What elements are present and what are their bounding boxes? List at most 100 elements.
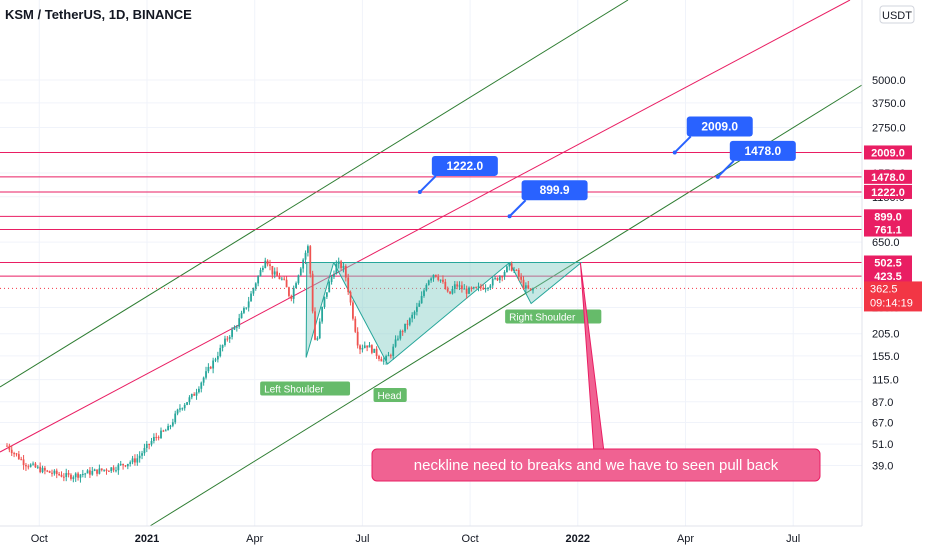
candle-body: [498, 276, 501, 281]
note-pointer: [579, 262, 605, 453]
price-tick-label: 2750.0: [872, 123, 906, 135]
candle-body: [25, 465, 27, 467]
candle-body: [174, 413, 177, 423]
candle-body: [501, 276, 504, 278]
candle-body: [44, 467, 46, 471]
time-tick-label: Oct: [462, 533, 479, 545]
candle-body: [198, 388, 200, 393]
candle-body: [89, 470, 91, 475]
level-price-tag: [864, 169, 912, 184]
candle-body: [352, 302, 354, 319]
candle-body: [72, 477, 75, 479]
candle-body: [205, 371, 207, 378]
candle-body: [524, 285, 527, 289]
candle-body: [444, 281, 447, 290]
candle-body: [252, 288, 255, 294]
candle-body: [302, 259, 305, 269]
callout-box: [431, 155, 498, 176]
candle-body: [150, 440, 153, 445]
candle-body: [489, 285, 492, 288]
currency-button[interactable]: [879, 5, 915, 24]
candle-body: [375, 348, 378, 356]
candle-body: [508, 263, 511, 267]
candle-body: [449, 291, 451, 294]
candle-body: [408, 318, 411, 325]
candle-body: [517, 270, 520, 277]
candle-body: [325, 292, 328, 297]
callout-pointer: [508, 199, 527, 217]
callout-anchor: [417, 189, 422, 194]
current-price-label: 362.5: [870, 283, 898, 295]
candle-body: [458, 285, 461, 287]
candle-body: [179, 408, 181, 410]
candle-body: [340, 261, 342, 269]
candle-body: [136, 458, 139, 463]
candle-body: [529, 288, 532, 290]
candle-body: [413, 311, 416, 315]
callout-box: [521, 180, 588, 201]
candle-body: [515, 269, 518, 271]
candle-body: [283, 278, 286, 280]
candle-body: [487, 287, 489, 289]
candle-body: [29, 464, 32, 467]
level-price-tag: [864, 269, 912, 284]
candle-body: [129, 462, 132, 464]
candle-body: [491, 278, 494, 286]
candle-body: [425, 284, 428, 291]
candle-body: [273, 271, 276, 275]
candle-body: [143, 448, 146, 454]
candle-body: [134, 458, 136, 463]
candle-body: [6, 445, 8, 447]
candle-body: [74, 473, 77, 478]
candle-body: [250, 293, 252, 302]
candle-body: [399, 331, 402, 339]
price-tick-label: 155.0: [872, 351, 900, 363]
candle-body: [58, 474, 61, 476]
candle-body: [506, 266, 508, 273]
time-axis-bg: [0, 526, 932, 550]
time-tick-label: Jul: [355, 533, 369, 545]
note-text: neckline need to breaks and we have to s…: [414, 457, 779, 474]
candle-body: [427, 280, 430, 285]
candle-body: [430, 278, 433, 281]
candle-body: [475, 287, 478, 289]
candle-body: [176, 409, 179, 414]
time-tick-label: 2021: [135, 533, 159, 545]
candle-body: [439, 279, 442, 281]
candle-body: [62, 476, 65, 478]
candle-body: [370, 345, 373, 353]
candle-body: [314, 311, 316, 340]
candle-body: [423, 290, 425, 296]
candle-body: [238, 318, 241, 327]
candle-body: [141, 453, 143, 456]
candle-body: [259, 270, 262, 277]
candle-body: [470, 287, 473, 289]
candle-body: [522, 279, 525, 289]
candle-body: [195, 392, 198, 396]
time-axis[interactable]: Oct 2021 Apr Jul Oct 2022 Apr Jul: [0, 525, 862, 545]
candle-body: [243, 308, 245, 313]
price-tick-label: 115.0: [872, 375, 899, 387]
candle-body: [115, 470, 117, 472]
candle-body: [510, 263, 513, 271]
pattern-label: Head: [378, 391, 402, 402]
candle-body: [453, 284, 456, 289]
candle-body: [307, 246, 309, 253]
channel-mid-line: [0, 0, 851, 453]
candle-body: [84, 473, 87, 475]
candle-body: [86, 470, 89, 474]
candle-body: [397, 338, 399, 340]
candle-body: [347, 277, 350, 293]
candle-body: [299, 268, 302, 276]
candle-body: [276, 271, 279, 276]
candle-body: [361, 347, 364, 350]
candle-body: [34, 463, 37, 468]
candle-body: [378, 355, 380, 359]
candle-body: [145, 443, 148, 449]
candle-body: [401, 331, 404, 333]
candle-body: [520, 276, 523, 280]
candle-body: [418, 303, 421, 307]
head-and-shoulders-pattern: Left Shoulder Head Right Shoulder: [260, 262, 602, 402]
candle-body: [342, 266, 345, 269]
